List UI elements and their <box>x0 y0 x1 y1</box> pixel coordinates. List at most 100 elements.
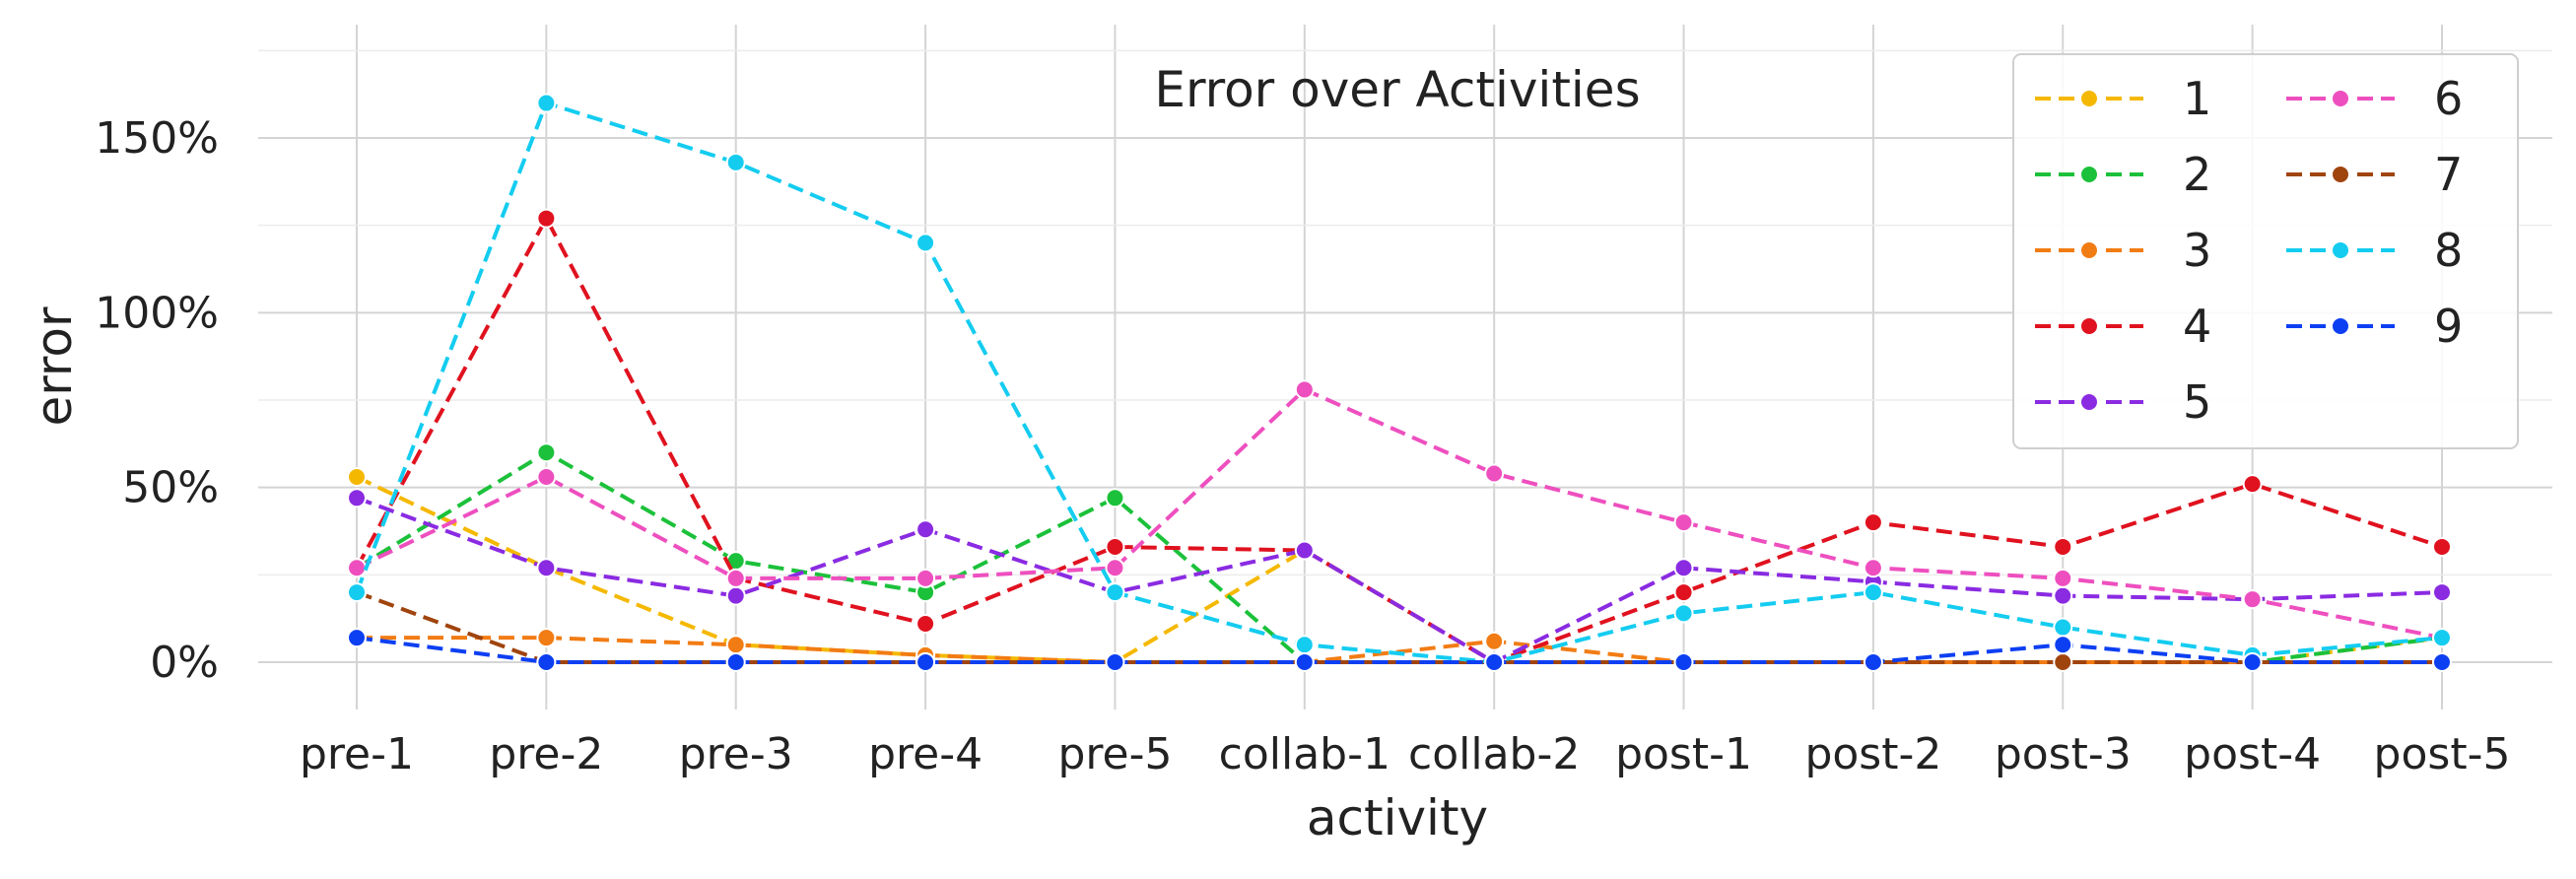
data-point <box>1673 512 1694 533</box>
data-point <box>1484 463 1505 484</box>
data-point <box>347 582 367 603</box>
data-point <box>2053 585 2073 606</box>
legend-label: 3 <box>2183 224 2211 277</box>
x-tick-label: pre-4 <box>868 729 983 779</box>
data-point <box>2242 652 2263 672</box>
data-point <box>1673 582 1694 603</box>
data-point <box>347 628 367 648</box>
x-tick-label: collab-1 <box>1219 729 1390 779</box>
data-point <box>725 585 746 606</box>
x-tick-label: pre-1 <box>300 729 414 779</box>
data-point <box>915 613 936 634</box>
data-point <box>536 467 557 488</box>
y-tick-label: 0% <box>150 638 219 688</box>
legend-label: 7 <box>2434 148 2463 201</box>
series-6 <box>347 379 2452 648</box>
data-point <box>1105 558 1125 578</box>
legend-item-6: 6 <box>2286 72 2463 125</box>
x-tick-label: collab-2 <box>1408 729 1580 779</box>
series-line <box>355 101 2443 664</box>
data-point <box>536 93 557 113</box>
data-point <box>2242 589 2263 610</box>
data-point <box>536 558 557 578</box>
x-tick-label: pre-2 <box>489 729 603 779</box>
legend-item-1: 1 <box>2035 72 2211 125</box>
data-point <box>536 208 557 229</box>
legend-label: 4 <box>2183 300 2211 353</box>
data-point <box>2053 536 2073 557</box>
legend-marker <box>2331 89 2350 108</box>
chart-title: Error over Activities <box>1154 61 1640 118</box>
data-point <box>1105 536 1125 557</box>
series-5 <box>347 488 2452 672</box>
data-point <box>2432 582 2452 603</box>
legend-item-3: 3 <box>2035 224 2211 277</box>
x-tick-label: post-3 <box>1995 729 2132 779</box>
data-point <box>1105 582 1125 603</box>
legend-marker <box>2079 165 2099 184</box>
data-point <box>1673 558 1694 578</box>
legend-marker <box>2331 316 2350 336</box>
series-line <box>355 450 2443 664</box>
x-axis-ticks: pre-1 pre-2 pre-3 pre-4 pre-5 collab-1 collab-… <box>300 729 2510 779</box>
series-line <box>356 475 2443 664</box>
legend-label: 1 <box>2183 72 2211 125</box>
data-point <box>1294 379 1315 400</box>
data-point <box>2053 652 2073 672</box>
data-point <box>1294 635 1315 655</box>
data-point <box>725 635 746 655</box>
data-point <box>2432 652 2452 672</box>
data-point <box>2432 628 2452 648</box>
data-point <box>2053 617 2073 638</box>
data-point <box>347 467 367 488</box>
data-point <box>1294 652 1315 672</box>
x-tick-label: pre-5 <box>1057 729 1172 779</box>
data-point <box>1863 558 1883 578</box>
data-point <box>1863 512 1883 533</box>
x-tick-label: pre-3 <box>679 729 793 779</box>
data-point <box>2053 635 2073 655</box>
data-point <box>2053 568 2073 588</box>
x-tick-label: post-2 <box>1804 729 1941 779</box>
data-point <box>1294 540 1315 561</box>
legend-marker <box>2079 240 2099 260</box>
legend-item-9: 9 <box>2286 300 2463 353</box>
legend-item-7: 7 <box>2286 148 2463 201</box>
data-point <box>536 442 557 463</box>
series-line <box>356 636 2442 664</box>
data-point <box>915 233 936 253</box>
data-point <box>725 152 746 172</box>
data-point <box>347 488 367 508</box>
legend-label: 8 <box>2434 224 2463 277</box>
data-point <box>1863 582 1883 603</box>
x-tick-label: post-5 <box>2374 729 2511 779</box>
data-point <box>1105 488 1125 508</box>
data-point <box>1673 603 1694 624</box>
legend-label: 9 <box>2434 300 2463 353</box>
y-axis-ticks: 0% 50% 100% 150% <box>95 113 219 688</box>
data-point <box>725 568 746 588</box>
legend-label: 2 <box>2183 148 2211 201</box>
series-8 <box>347 93 2452 672</box>
data-point <box>915 652 936 672</box>
data-point <box>536 628 557 648</box>
legend-marker <box>2331 240 2350 260</box>
data-point <box>1863 652 1883 672</box>
y-tick-label: 50% <box>122 463 219 513</box>
legend-label: 6 <box>2434 72 2463 125</box>
legend-marker <box>2079 89 2099 108</box>
legend-item-2: 2 <box>2035 148 2211 201</box>
data-point <box>536 652 557 672</box>
data-point <box>2432 536 2452 557</box>
x-tick-label: post-1 <box>1615 729 1752 779</box>
series-line <box>356 387 2443 641</box>
series-9 <box>347 628 2452 672</box>
y-tick-label: 100% <box>95 288 219 338</box>
data-point <box>915 568 936 588</box>
legend-marker <box>2331 165 2350 184</box>
legend-item-4: 4 <box>2035 300 2211 353</box>
x-axis-label: activity <box>1307 789 1488 846</box>
data-point <box>1484 631 1505 651</box>
data-point <box>1484 652 1505 672</box>
legend: 1 2 3 4 5 6 7 8 9 <box>2012 53 2519 449</box>
